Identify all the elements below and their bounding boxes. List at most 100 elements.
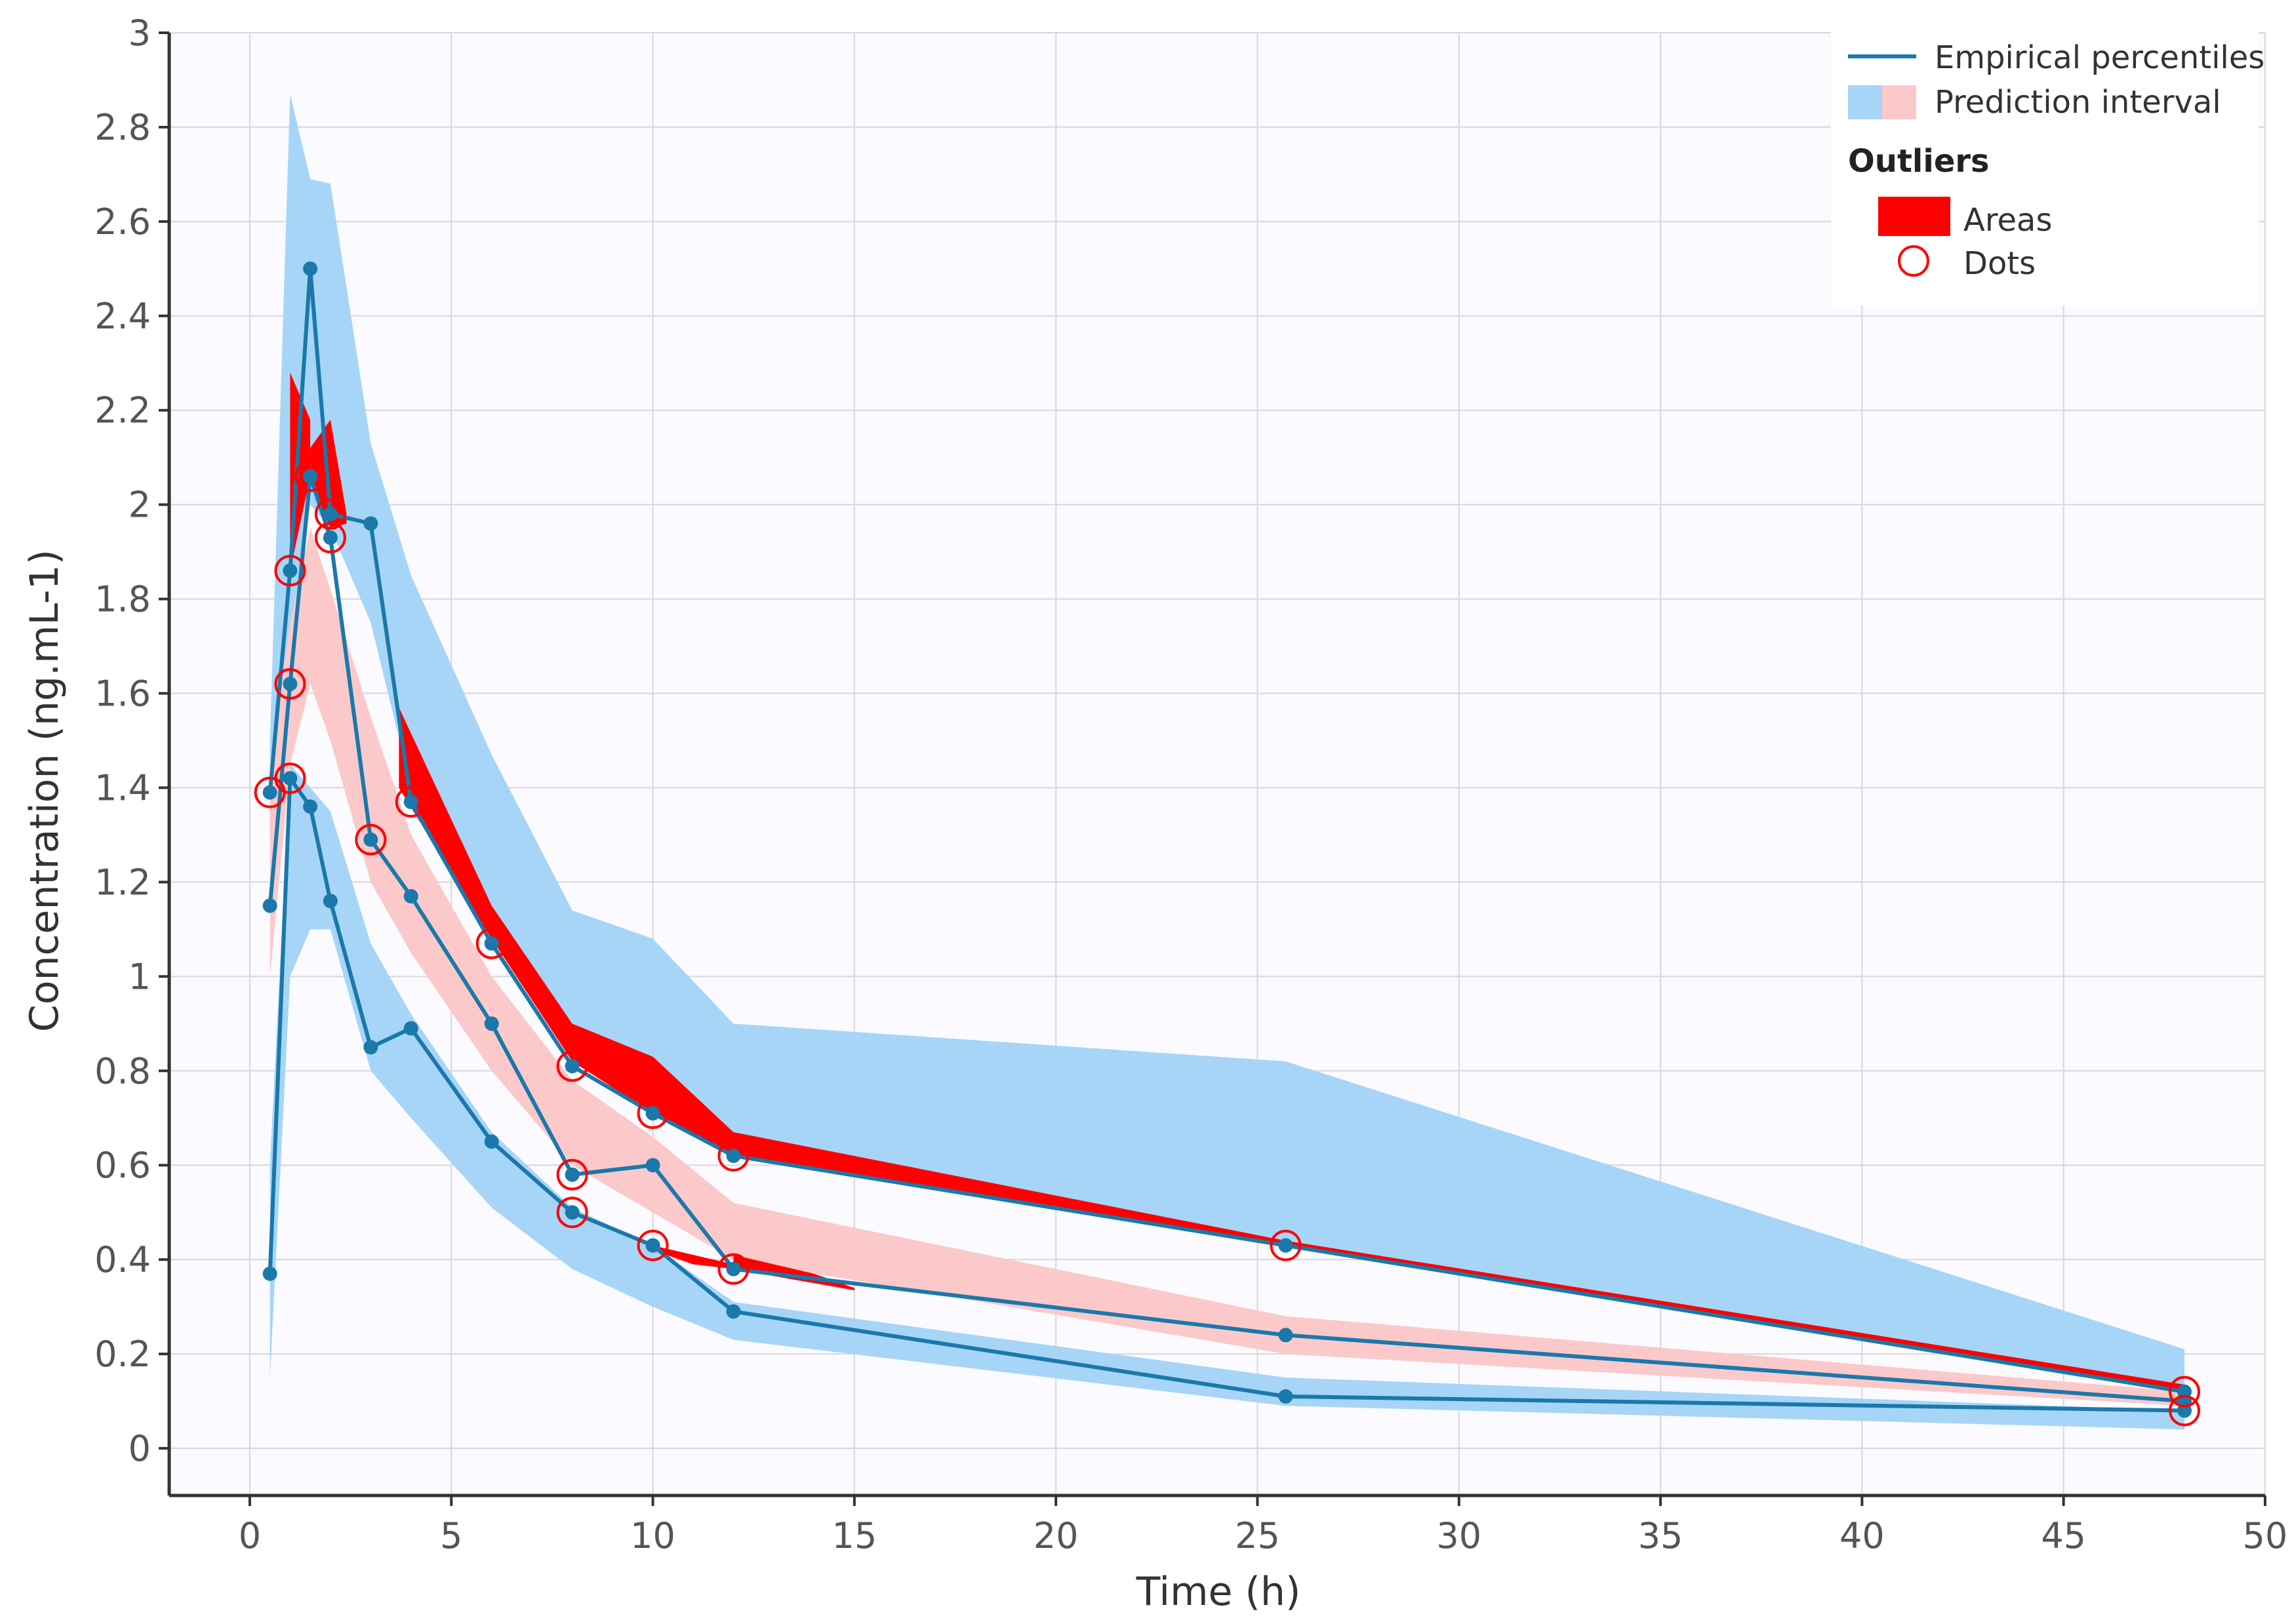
prediction-bands [270,94,2185,1430]
empirical-percentile-point [645,1106,660,1121]
y-tick-label: 1.4 [94,767,151,808]
outlier-dot [556,1197,588,1229]
x-tick-label: 40 [1839,1515,1885,1556]
y-tick-label: 1 [129,956,151,997]
y-tick-label: 2.8 [94,107,151,148]
legend-band-label: Prediction interval [1935,84,2221,121]
empirical-percentile-line [268,474,2185,1404]
empirical-percentile-point [726,1148,741,1163]
x-tick-label: 20 [1034,1515,1079,1556]
outlier-dot [314,498,346,530]
outlier-dot [395,786,427,818]
y-tick-label: 0 [129,1428,151,1469]
y-tick-label: 2.2 [94,390,151,431]
legend-band-swatch-pink [1882,85,1916,119]
legend-areas-label: Areas [1963,202,2052,239]
outlier-dot [274,762,306,795]
empirical-percentile-point [363,516,378,531]
empirical-percentile-point [283,771,298,786]
x-tick-label: 10 [630,1515,675,1556]
y-tick-label: 1.8 [94,579,151,620]
x-tick-label: 5 [440,1515,462,1556]
x-tick-label: 15 [832,1515,877,1556]
y-tick-label: 0.8 [94,1050,151,1092]
empirical-percentile-point [484,1016,499,1031]
outlier-dot [274,668,306,700]
y-tick-label: 0.2 [94,1334,151,1375]
empirical-percentile-points [262,261,2192,1418]
y-tick-label: 1.2 [94,862,151,903]
x-tick-label: 0 [239,1515,261,1556]
y-tick-label: 3 [129,12,151,54]
empirical-percentile-point [565,1205,580,1220]
y-tick-label: 0.6 [94,1145,151,1186]
y-axis-title: Concentration (ng.mL-1) [22,549,68,1032]
empirical-percentile-point [323,530,338,545]
prediction-band [270,94,2185,1387]
empirical-percentile-point [484,1134,499,1149]
empirical-percentile-point [403,795,418,810]
legend-dots-swatch [1898,245,1929,277]
x-tick-label: 25 [1235,1515,1280,1556]
outlier-dot [556,1050,588,1082]
empirical-percentile-point [645,1238,660,1253]
outlier-dots [254,460,2201,1427]
empirical-percentile-point [363,832,378,847]
empirical-percentile-point [565,1059,580,1074]
x-axis-title: Time (h) [1136,1569,1301,1615]
outlier-area [653,1245,734,1269]
outlier-dot [274,555,306,587]
y-tick-label: 2.6 [94,201,151,243]
empirical-percentile-point [726,1261,741,1277]
outlier-dot [637,1229,669,1261]
x-tick-label: 50 [2243,1515,2288,1556]
outlier-dot [717,1253,750,1285]
legend-band-swatch-blue [1848,85,1882,119]
y-tick-label: 1.6 [94,673,151,715]
empirical-percentile-point [1278,1389,1293,1404]
empirical-percentile-point [323,507,338,522]
x-tick-label: 30 [1436,1515,1481,1556]
x-ticks: 0 5 10 15 20 25 30 35 40 45 50 [239,1495,2288,1556]
outlier-dot [1270,1229,1302,1261]
legend-line-label: Empirical percentiles [1935,39,2264,76]
outlier-dot [2169,1395,2201,1427]
legend-box [1831,24,2259,306]
outlier-dot [556,1159,588,1191]
empirical-percentile-point [303,469,318,484]
legend-areas-swatch [1878,197,1950,236]
outlier-dot [314,522,346,554]
empirical-percentile-point [262,1266,277,1281]
empirical-percentile-point [303,799,318,814]
legend-dots-label: Dots [1963,245,2036,282]
empirical-percentile-point [403,889,418,904]
x-tick-label: 45 [2041,1515,2086,1556]
outlier-dot [2169,1376,2201,1408]
empirical-percentile-point [323,894,338,909]
empirical-percentile-point [283,563,298,578]
outlier-dot [637,1098,669,1130]
y-tick-label: 2 [129,485,151,526]
outlier-dot [355,823,387,856]
empirical-percentile-point [1278,1238,1293,1253]
outlier-dot [475,927,508,959]
outlier-dot [294,460,327,492]
empirical-percentile-point [645,1158,660,1173]
empirical-percentile-point [283,677,298,692]
empirical-percentile-point [262,785,277,800]
outlier-dot [717,1139,750,1172]
axes [167,33,2265,1497]
empirical-percentile-line [268,266,2185,1394]
legend-outliers-heading: Outliers [1848,143,1990,180]
legend: Empirical percentiles Prediction interva… [1831,24,2264,306]
y-ticks: 0 0.2 0.4 0.6 0.8 1 1.2 1.4 1.6 1.8 2 2.2 2.4 2.6 2.8 3 [94,12,169,1469]
empirical-percentile-point [403,1021,418,1036]
empirical-percentile-point [363,1040,378,1055]
empirical-percentile-point [484,936,499,951]
x-tick-label: 35 [1638,1515,1683,1556]
empirical-percentile-point [565,1167,580,1182]
empirical-percentile-point [303,261,318,276]
empirical-percentile-point [726,1304,741,1319]
y-tick-label: 2.4 [94,296,151,337]
